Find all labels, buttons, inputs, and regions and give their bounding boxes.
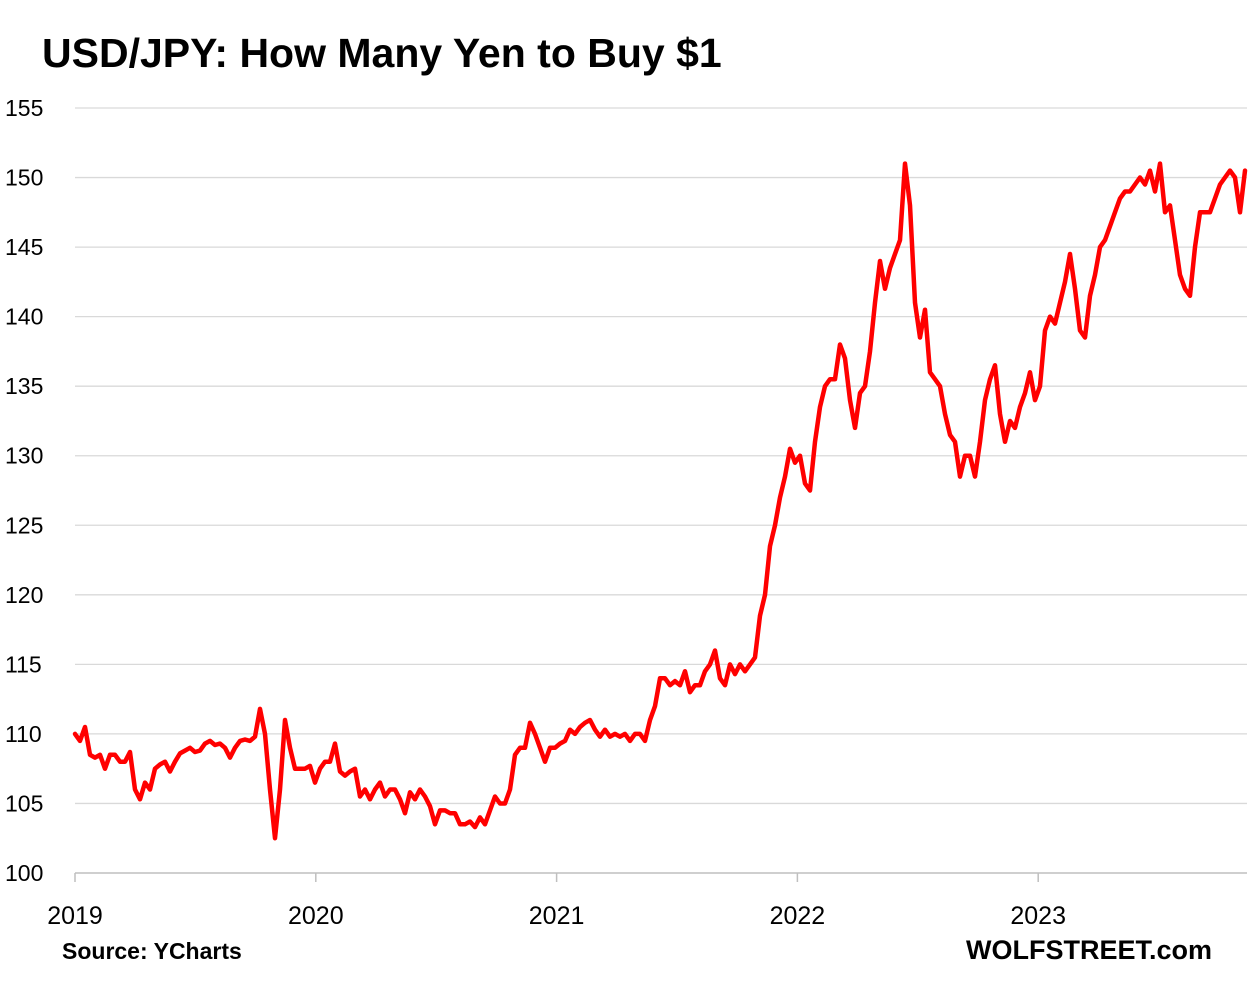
y-tick-label: 110 [5, 721, 42, 747]
brand-label: WOLFSTREET.com [965, 935, 1212, 965]
x-axis: 2019 2020 2021 2022 2023 [47, 872, 1247, 930]
x-tick-label: 2023 [1010, 902, 1066, 930]
x-tick-label: 2020 [288, 902, 344, 930]
gridlines [75, 107, 1247, 805]
series-line-usd-jpy [72, 161, 1248, 841]
y-tick-label: 120 [5, 582, 43, 608]
y-tick-label: 115 [5, 651, 42, 677]
x-tick-label: 2021 [529, 902, 585, 930]
y-tick-label: 100 [5, 860, 43, 886]
y-tick-label: 130 [5, 443, 43, 469]
x-tick-label: 2022 [770, 902, 826, 930]
chart-title: USD/JPY: How Many Yen to Buy $1 [42, 30, 722, 76]
y-tick-label: 150 [5, 165, 43, 191]
y-axis-ticks: 100 105 110 115 120 125 130 135 140 145 150 155 [5, 95, 43, 886]
y-tick-label: 145 [5, 234, 43, 260]
y-tick-label: 135 [5, 373, 43, 399]
y-tick-label: 125 [5, 512, 43, 538]
y-tick-label: 140 [5, 304, 43, 330]
source-note: Source: YCharts [62, 938, 242, 964]
y-tick-label: 105 [5, 790, 43, 816]
x-tick-label: 2019 [47, 902, 103, 930]
y-tick-label: 155 [5, 95, 43, 121]
